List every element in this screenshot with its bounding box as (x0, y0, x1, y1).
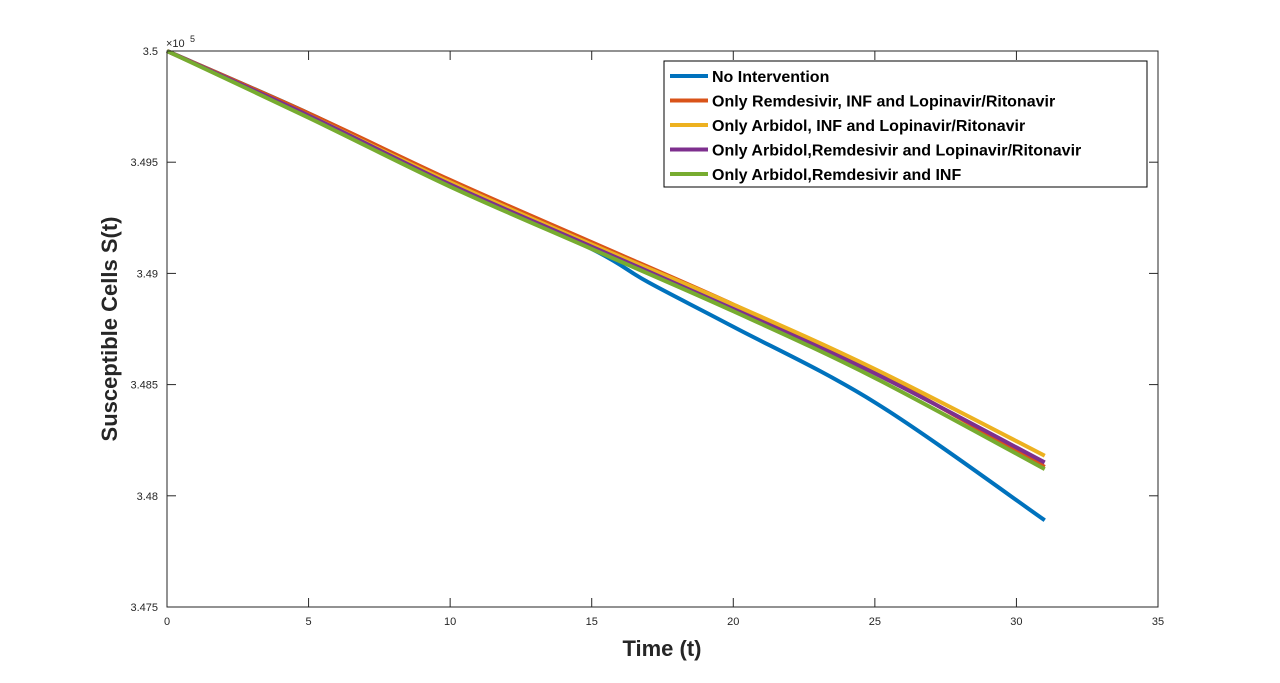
y-axis-title: Susceptible Cells S(t) (97, 217, 122, 442)
x-tick-label: 0 (164, 616, 170, 628)
y-tick-label: 3.48 (137, 491, 158, 503)
x-tick-label: 10 (444, 616, 456, 628)
x-tick-label: 30 (1010, 616, 1022, 628)
y-tick-label: 3.485 (130, 380, 158, 392)
y-tick-label: 3.495 (130, 157, 158, 169)
y-tick-label: 3.5 (143, 46, 158, 58)
ticks-layer: 0 5 10 15 20 25 30 35 3.475 3.48 3.485 3.49 3.495 3.5 (130, 46, 1164, 628)
legend-label-3: Only Arbidol, INF and Lopinavir/Ritonavi… (712, 118, 1025, 135)
x-tick-label: 15 (586, 616, 598, 628)
y-exponent-power: 5 (190, 34, 195, 44)
legend-label-1: No Intervention (712, 69, 829, 86)
axes-box (166, 50, 1159, 608)
x-tick-label: 5 (306, 616, 312, 628)
legend-label-5: Only Arbidol,Remdesivir and INF (712, 167, 961, 184)
legend: No Intervention Only Remdesivir, INF and … (663, 60, 1148, 188)
series-line-5 (166, 49, 1046, 471)
series-layer (166, 49, 1046, 522)
x-tick-label: 25 (869, 616, 881, 628)
legend-label-2: Only Remdesivir, INF and Lopinavir/Riton… (712, 94, 1055, 111)
series-line-4 (166, 49, 1046, 465)
legend-label-4: Only Arbidol,Remdesivir and Lopinavir/Ri… (712, 143, 1081, 160)
legend-box (663, 60, 1148, 188)
y-exponent: ×10 5 (166, 34, 195, 50)
x-tick-label: 35 (1152, 616, 1164, 628)
x-tick-label: 20 (727, 616, 739, 628)
y-tick-label: 3.49 (137, 268, 158, 280)
y-tick-label: 3.475 (130, 602, 158, 614)
x-axis-title: Time (t) (622, 636, 701, 661)
axes-layer (166, 50, 1159, 608)
y-exponent-base: ×10 (166, 38, 185, 50)
